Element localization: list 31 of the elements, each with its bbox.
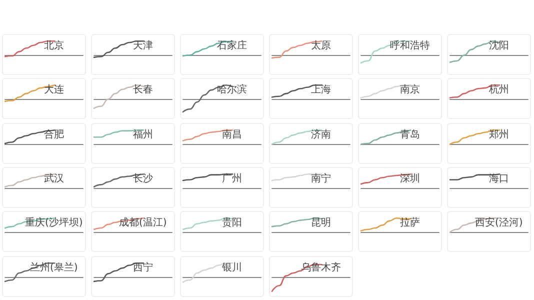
chart-title: 成都(温江)	[119, 216, 167, 229]
chart-title: 南昌	[222, 128, 242, 140]
chart-title: 拉萨	[400, 216, 420, 229]
chart-title: 杭州	[488, 84, 509, 96]
chart-title: 西宁	[132, 261, 153, 273]
chart-title: 天津	[132, 40, 153, 52]
chart-title: 上海	[310, 84, 331, 96]
chart-title: 福州	[132, 128, 153, 140]
chart-title: 北京	[44, 40, 64, 52]
chart-title: 武汉	[44, 172, 64, 184]
chart-title: 广州	[222, 172, 242, 184]
chart-title: 长沙	[132, 172, 153, 184]
chart-title: 郑州	[488, 128, 509, 140]
chart-title: 石家庄	[216, 40, 247, 52]
chart-title: 哈尔滨	[216, 84, 247, 96]
chart-title: 合肥	[44, 128, 64, 140]
chart-title: 银川	[220, 261, 242, 273]
chart-title: 大连	[44, 84, 64, 96]
chart-title: 南宁	[310, 172, 331, 184]
chart-title: 昆明	[310, 218, 331, 229]
chart-title: 济南	[310, 128, 331, 140]
chart-title: 青岛	[400, 128, 420, 140]
chart-title: 太原	[310, 40, 331, 52]
chart-title: 沈阳	[488, 40, 509, 52]
chart-title: 西安(泾河)	[475, 216, 523, 229]
chart-title: 海口	[488, 172, 509, 184]
chart-title: 贵阳	[222, 216, 242, 229]
chart-title: 长春	[132, 84, 153, 96]
chart-title: 南京	[400, 84, 420, 96]
chart-title: 深圳	[400, 172, 420, 184]
chart-title: 呼和浩特	[390, 40, 430, 52]
